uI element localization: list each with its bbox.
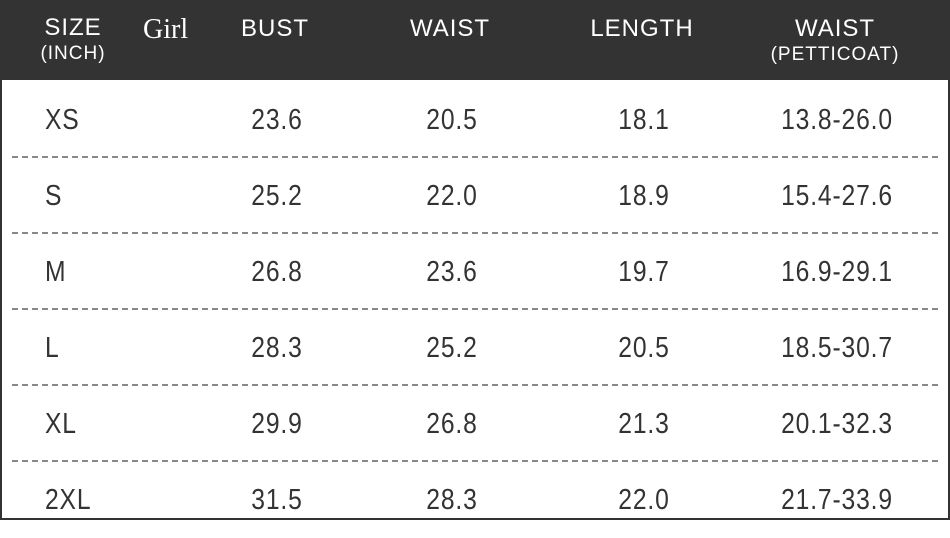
cell-petticoat-waist: 13.8-26.0 <box>781 104 893 136</box>
cell-size: XL <box>45 408 77 440</box>
cell-bust: 29.9 <box>251 408 303 440</box>
cell-length: 21.3 <box>618 408 670 440</box>
petticoat-sub-label: (PETTICOAT) <box>770 44 900 65</box>
row-divider <box>12 232 938 234</box>
cell-length: 18.1 <box>618 104 670 136</box>
cell-size: 2XL <box>45 484 92 516</box>
cell-bust: 31.5 <box>251 484 303 516</box>
row-divider <box>12 460 938 462</box>
row-divider <box>12 156 938 158</box>
size-label: SIZE <box>44 14 102 41</box>
cell-waist: 22.0 <box>426 180 478 212</box>
cell-petticoat-waist: 21.7-33.9 <box>781 484 893 516</box>
cell-waist: 26.8 <box>426 408 478 440</box>
cell-length: 18.9 <box>618 180 670 212</box>
header-waist: WAIST <box>409 15 491 42</box>
cell-waist: 25.2 <box>426 332 478 364</box>
cell-waist: 28.3 <box>426 484 478 516</box>
cell-bust: 23.6 <box>251 104 303 136</box>
row-divider <box>12 308 938 310</box>
table-row: XL 29.9 26.8 21.3 20.1-32.3 <box>2 386 948 462</box>
cell-length: 20.5 <box>618 332 670 364</box>
cell-size: L <box>45 332 60 364</box>
table-row: M 26.8 23.6 19.7 16.9-29.1 <box>2 234 948 310</box>
cell-petticoat-waist: 18.5-30.7 <box>781 332 893 364</box>
cell-petticoat-waist: 20.1-32.3 <box>781 408 893 440</box>
cell-size: S <box>45 180 63 212</box>
header-bust: BUST <box>240 15 309 42</box>
unit-label: (INCH) <box>40 43 106 64</box>
cell-bust: 26.8 <box>251 256 303 288</box>
header-petticoat-waist: WAIST (PETTICOAT) <box>730 16 940 68</box>
cell-waist: 23.6 <box>426 256 478 288</box>
cell-waist: 20.5 <box>426 104 478 136</box>
cell-petticoat-waist: 16.9-29.1 <box>781 256 893 288</box>
header-length: LENGTH <box>590 15 694 42</box>
cell-size: XS <box>45 104 80 136</box>
table-header: SIZE (INCH) Girl BUST WAIST LENGTH WAIST… <box>0 0 950 80</box>
table-row: 2XL 31.5 28.3 22.0 21.7-33.9 <box>2 462 948 538</box>
table-body: XS 23.6 20.5 18.1 13.8-26.0 S 25.2 22.0 18.9 15.4… <box>0 80 950 520</box>
cell-bust: 28.3 <box>251 332 303 364</box>
table-row: XS 23.6 20.5 18.1 13.8-26.0 <box>2 82 948 158</box>
header-size: SIZE (INCH) <box>28 15 118 67</box>
size-chart: SIZE (INCH) Girl BUST WAIST LENGTH WAIST… <box>0 0 950 520</box>
cell-petticoat-waist: 15.4-27.6 <box>781 180 893 212</box>
table-row: S 25.2 22.0 18.9 15.4-27.6 <box>2 158 948 234</box>
row-divider <box>12 384 938 386</box>
cell-bust: 25.2 <box>251 180 303 212</box>
cell-length: 22.0 <box>618 484 670 516</box>
petticoat-waist-label: WAIST <box>794 15 876 42</box>
category-label: Girl <box>143 14 189 45</box>
table-row: L 28.3 25.2 20.5 18.5-30.7 <box>2 310 948 386</box>
cell-length: 19.7 <box>618 256 670 288</box>
cell-size: M <box>45 256 67 288</box>
